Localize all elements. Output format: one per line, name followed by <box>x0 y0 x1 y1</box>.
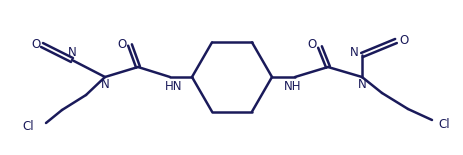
Text: O: O <box>307 38 316 51</box>
Text: N: N <box>68 46 76 58</box>
Text: NH: NH <box>284 80 301 93</box>
Text: N: N <box>357 78 366 91</box>
Text: N: N <box>100 78 109 91</box>
Text: Cl: Cl <box>437 119 449 131</box>
Text: Cl: Cl <box>22 120 34 133</box>
Text: HN: HN <box>165 80 182 93</box>
Text: O: O <box>31 38 41 51</box>
Text: N: N <box>349 46 357 58</box>
Text: O: O <box>117 38 126 51</box>
Text: O: O <box>399 35 408 47</box>
